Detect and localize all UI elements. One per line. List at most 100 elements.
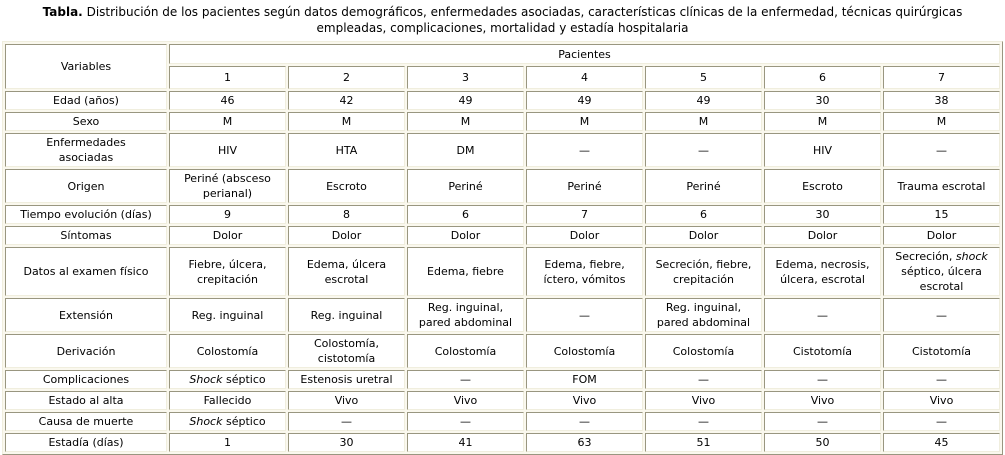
cell-value: Vivo <box>645 391 762 410</box>
cell-value: Vivo <box>764 391 881 410</box>
cell-value: 42 <box>288 91 405 110</box>
cell-value: — <box>764 298 881 332</box>
patient-number: 6 <box>764 66 881 89</box>
cell-value: Edema, fiebre, íctero, vómitos <box>526 247 643 296</box>
cell-value: Colostomía <box>645 334 762 368</box>
row-label: Extensión <box>5 298 167 332</box>
cell-value: — <box>526 133 643 167</box>
cell-value: Edema, fiebre <box>407 247 524 296</box>
cell-value: HIV <box>764 133 881 167</box>
cell-value: Reg. inguinal <box>288 298 405 332</box>
table-row: Estadía (días) 1 30 41 63 51 50 45 <box>5 433 1001 452</box>
cell-value: Fallecido <box>169 391 286 410</box>
table-row: Extensión Reg. inguinal Reg. inguinal Reg. … <box>5 298 1001 332</box>
cell-value: Cistotomía <box>764 334 881 368</box>
row-label: Derivación <box>5 334 167 368</box>
cell-value: Secreción, shock séptico, úlcera escrota… <box>883 247 1001 296</box>
cell-value: Colostomía <box>407 334 524 368</box>
cell-value: Reg. inguinal, pared abdominal <box>407 298 524 332</box>
cell-value: — <box>288 412 405 431</box>
table-row: Sexo M M M M M M M <box>5 112 1001 131</box>
cell-value: 49 <box>526 91 643 110</box>
cell-value: — <box>526 412 643 431</box>
row-label: Tiempo evolución (días) <box>5 205 167 224</box>
cell-value: 50 <box>764 433 881 452</box>
cell-value: 41 <box>407 433 524 452</box>
cell-value: 51 <box>645 433 762 452</box>
cell-value: 45 <box>883 433 1001 452</box>
table-row: Datos al examen físico Fiebre, úlcera, cr… <box>5 247 1001 296</box>
cell-value: Trauma escrotal <box>883 169 1001 203</box>
cell-value: 46 <box>169 91 286 110</box>
patient-number: 3 <box>407 66 524 89</box>
cell-value: 6 <box>407 205 524 224</box>
cell-value: M <box>645 112 762 131</box>
row-label: Estadía (días) <box>5 433 167 452</box>
cell-value: Vivo <box>407 391 524 410</box>
patient-number: 5 <box>645 66 762 89</box>
cell-value: Escroto <box>288 169 405 203</box>
cell-value: — <box>883 133 1001 167</box>
cell-value: Colostomía <box>526 334 643 368</box>
patient-number: 7 <box>883 66 1001 89</box>
cell-value: Periné (absceso perianal) <box>169 169 286 203</box>
cell-value: HTA <box>288 133 405 167</box>
cell-value: M <box>883 112 1001 131</box>
table-row: Causa de muerte Shock séptico — — — — — — <box>5 412 1001 431</box>
table-row: Edad (años) 46 42 49 49 49 30 38 <box>5 91 1001 110</box>
group-header-row: Variables Pacientes <box>5 44 1001 89</box>
patient-number: 2 <box>288 66 405 89</box>
cell-value: — <box>407 412 524 431</box>
row-label: Complicaciones <box>5 370 167 389</box>
cell-value: — <box>526 298 643 332</box>
cell-value: 8 <box>288 205 405 224</box>
cell-value: Dolor <box>169 226 286 245</box>
cell-value: Edema, necrosis, úlcera, escrotal <box>764 247 881 296</box>
row-label: Sexo <box>5 112 167 131</box>
cell-value: 30 <box>764 205 881 224</box>
cell-value: Periné <box>526 169 643 203</box>
cell-value: Fiebre, úlcera, crepitación <box>169 247 286 296</box>
row-label: Enfermedades asociadas <box>5 133 167 167</box>
row-label: Síntomas <box>5 226 167 245</box>
cell-value: Dolor <box>526 226 643 245</box>
table-caption: Tabla. Distribución de los pacientes seg… <box>0 0 1005 41</box>
row-label: Datos al examen físico <box>5 247 167 296</box>
cell-value: Escroto <box>764 169 881 203</box>
cell-value: — <box>645 412 762 431</box>
cell-value: 49 <box>407 91 524 110</box>
table-row: Derivación Colostomía Colostomía, cistotom… <box>5 334 1001 368</box>
cell-value: — <box>645 370 762 389</box>
table-row: Enfermedades asociadas HIV HTA DM — — HIV — <box>5 133 1001 167</box>
cell-value: FOM <box>526 370 643 389</box>
cell-value: 49 <box>645 91 762 110</box>
table-row: Complicaciones Shock séptico Estenosis ure… <box>5 370 1001 389</box>
table-row: Origen Periné (absceso perianal) Escroto Pe… <box>5 169 1001 203</box>
row-label: Origen <box>5 169 167 203</box>
cell-value: Vivo <box>883 391 1001 410</box>
cell-value: 15 <box>883 205 1001 224</box>
cell-value: Estenosis uretral <box>288 370 405 389</box>
cell-value: — <box>407 370 524 389</box>
cell-value: Colostomía <box>169 334 286 368</box>
cell-value: M <box>288 112 405 131</box>
cell-value: Shock séptico <box>169 370 286 389</box>
cell-value: 38 <box>883 91 1001 110</box>
cell-value: 30 <box>764 91 881 110</box>
cell-value: Edema, úlcera escrotal <box>288 247 405 296</box>
cell-value: M <box>407 112 524 131</box>
cell-value: M <box>764 112 881 131</box>
cell-value: 1 <box>169 433 286 452</box>
cell-value: — <box>883 412 1001 431</box>
cell-value: 7 <box>526 205 643 224</box>
cell-value: Dolor <box>288 226 405 245</box>
cell-value: M <box>526 112 643 131</box>
row-label: Causa de muerte <box>5 412 167 431</box>
cell-value: Vivo <box>288 391 405 410</box>
cell-value: Dolor <box>645 226 762 245</box>
cell-value: 9 <box>169 205 286 224</box>
cell-value: Secreción, fiebre, crepitación <box>645 247 762 296</box>
